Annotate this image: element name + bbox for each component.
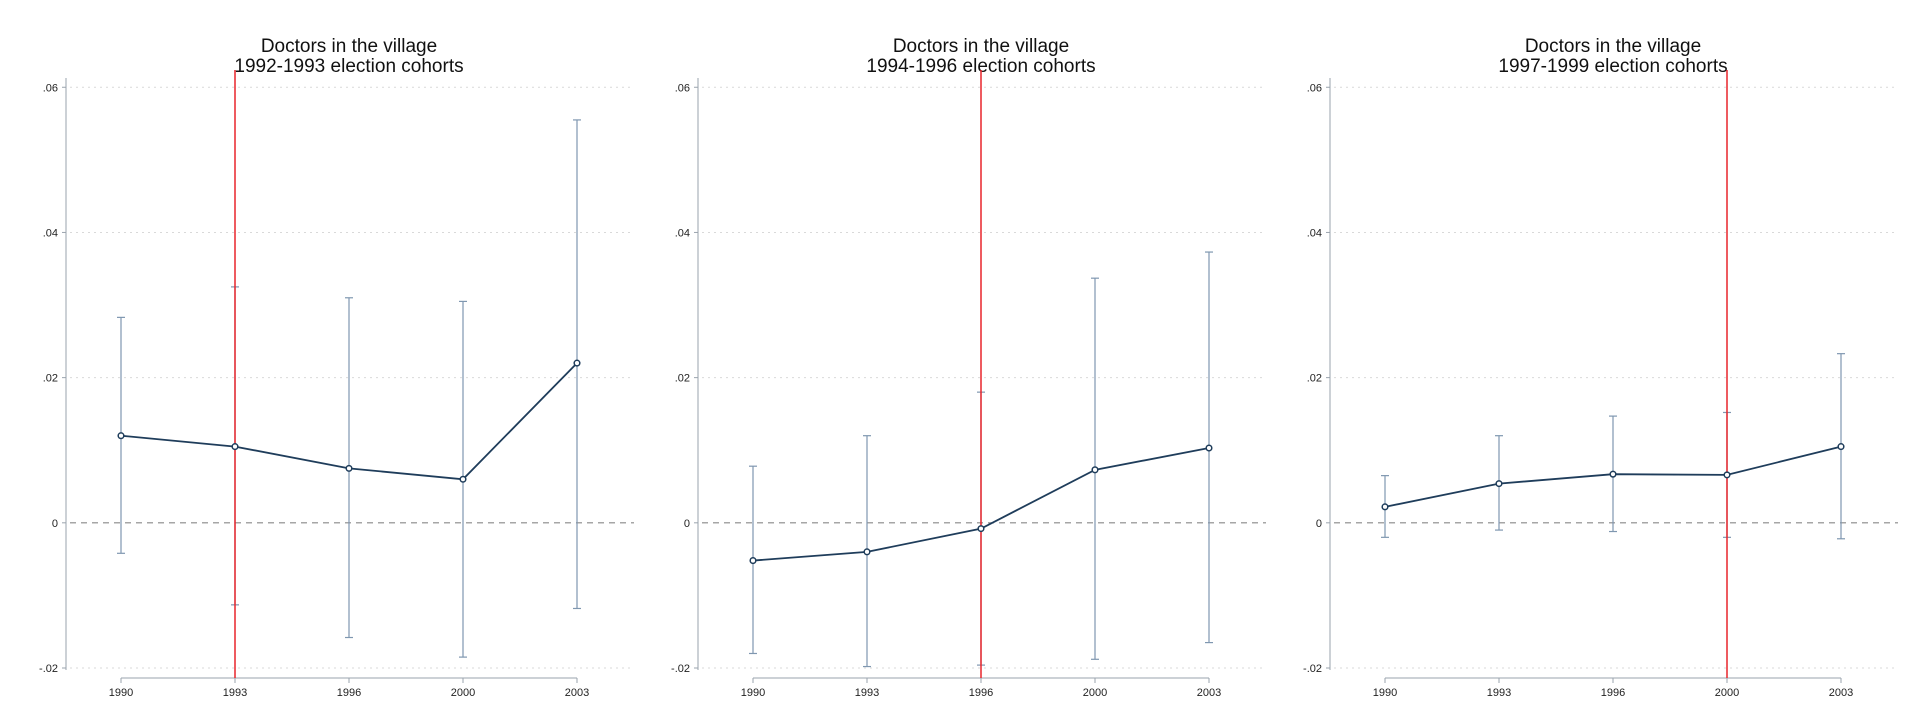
xtick-label: 1990 xyxy=(109,687,133,699)
panel-title: Doctors in the village xyxy=(261,36,437,57)
plot-area: .06 .04 .02 0 -.02 1990 1993 1996 2000 2003 xyxy=(671,70,1266,699)
estimate-point xyxy=(1381,503,1389,511)
estimate-point xyxy=(573,359,581,367)
panel-title: Doctors in the village xyxy=(893,36,1069,57)
estimate-point xyxy=(1091,466,1099,474)
panel-1997-1999: Doctors in the village 1997-1999 electio… xyxy=(1303,36,1898,699)
ytick-label: .06 xyxy=(43,82,58,94)
ytick-label: -.02 xyxy=(671,663,690,675)
panel-subtitle: 1994-1996 election cohorts xyxy=(866,56,1095,77)
xtick-label: 1996 xyxy=(1601,687,1625,699)
ytick-label: .02 xyxy=(675,373,690,385)
estimate-point xyxy=(1723,471,1731,479)
plot-area: .06 .04 .02 0 -.02 1990 1993 1996 2000 2003 xyxy=(1303,70,1898,699)
xtick-label: 1996 xyxy=(337,687,361,699)
ytick-label: .02 xyxy=(43,373,58,385)
xtick-label: 1993 xyxy=(1487,687,1511,699)
panel-1994-1996: Doctors in the village 1994-1996 electio… xyxy=(671,36,1266,699)
estimate-point xyxy=(863,548,871,556)
ytick-label: .04 xyxy=(43,227,58,239)
ytick-label: -.02 xyxy=(1303,663,1322,675)
estimate-point xyxy=(977,525,985,533)
estimate-point xyxy=(345,464,353,472)
xtick-label: 1990 xyxy=(741,687,765,699)
ytick-label: .02 xyxy=(1307,373,1322,385)
xtick-label: 2003 xyxy=(565,687,589,699)
xtick-label: 2003 xyxy=(1197,687,1221,699)
xtick-label: 2000 xyxy=(451,687,475,699)
ytick-label: 0 xyxy=(52,518,58,530)
xtick-label: 1993 xyxy=(223,687,247,699)
ytick-label: 0 xyxy=(684,518,690,530)
panel-subtitle: 1992-1993 election cohorts xyxy=(234,56,463,77)
estimate-point xyxy=(1205,444,1213,452)
estimate-point xyxy=(1609,470,1617,478)
panel-1992-1993: Doctors in the village 1992-1993 electio… xyxy=(39,36,634,699)
xtick-label: 1996 xyxy=(969,687,993,699)
ytick-label: -.02 xyxy=(39,663,58,675)
xtick-label: 2000 xyxy=(1083,687,1107,699)
xtick-label: 1990 xyxy=(1373,687,1397,699)
panel-subtitle: 1997-1999 election cohorts xyxy=(1498,56,1727,77)
ytick-label: .06 xyxy=(1307,82,1322,94)
estimate-point xyxy=(231,443,239,451)
estimate-point xyxy=(117,432,125,440)
panel-title: Doctors in the village xyxy=(1525,36,1701,57)
estimate-point xyxy=(749,557,757,565)
xtick-label: 1993 xyxy=(855,687,879,699)
xtick-label: 2003 xyxy=(1829,687,1853,699)
ytick-label: .06 xyxy=(675,82,690,94)
xtick-label: 2000 xyxy=(1715,687,1739,699)
estimate-point xyxy=(1837,443,1845,451)
ytick-label: .04 xyxy=(1307,227,1322,239)
ytick-label: .04 xyxy=(675,227,690,239)
estimate-point xyxy=(459,475,467,483)
ytick-label: 0 xyxy=(1316,518,1322,530)
estimate-point xyxy=(1495,480,1503,488)
plot-area: .06 .04 .02 0 -.02 1990 1993 1996 2000 2003 xyxy=(39,70,634,699)
